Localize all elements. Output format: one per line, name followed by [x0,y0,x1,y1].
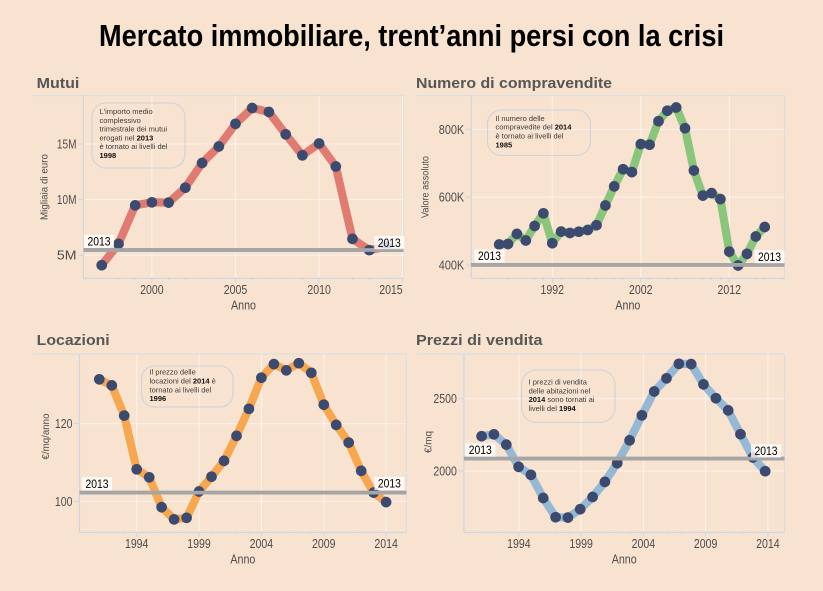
svg-text:2013: 2013 [378,236,401,250]
svg-text:2500: 2500 [433,392,457,406]
svg-text:15M: 15M [57,137,77,151]
svg-text:Anno: Anno [615,298,640,312]
svg-text:120: 120 [55,417,73,431]
svg-text:600K: 600K [439,191,465,205]
svg-text:2004: 2004 [250,537,274,551]
svg-text:2004: 2004 [632,537,656,551]
svg-text:complessivo: complessivo [100,116,141,125]
svg-text:400K: 400K [439,258,465,272]
svg-text:1994: 1994 [507,537,531,551]
svg-text:compravedite del 2014: compravedite del 2014 [496,123,573,132]
svg-text:Mercato immobiliare, trent’ann: Mercato immobiliare, trent’anni persi co… [99,18,724,53]
svg-text:1999: 1999 [187,537,211,551]
svg-text:2013: 2013 [755,444,778,458]
svg-text:1998: 1998 [100,151,117,160]
svg-text:2012: 2012 [718,283,742,297]
svg-text:Mutui: Mutui [37,75,80,92]
svg-text:Numero di compravendite: Numero di compravendite [416,75,612,92]
svg-text:800K: 800K [439,123,465,137]
svg-text:1994: 1994 [125,537,149,551]
svg-text:2013: 2013 [86,477,109,491]
svg-text:Anno: Anno [230,552,255,566]
svg-text:trimestrale dei mutui: trimestrale dei mutui [100,125,168,134]
svg-text:tornato ai livelli del: tornato ai livelli del [150,385,212,394]
svg-text:Il prezzo delle: Il prezzo delle [150,368,196,377]
svg-text:2010: 2010 [307,283,331,297]
svg-text:è tornato ai livelli del: è tornato ai livelli del [100,142,168,151]
svg-text:2014: 2014 [756,537,780,551]
svg-text:locazioni del 2014 è: locazioni del 2014 è [150,377,216,386]
svg-text:2013: 2013 [469,443,492,457]
svg-text:2015: 2015 [379,283,403,297]
svg-text:livelli del 1994: livelli del 1994 [529,404,577,413]
svg-text:€/mq: €/mq [423,431,435,453]
svg-text:2014: 2014 [374,537,398,551]
svg-text:2009: 2009 [694,537,718,551]
svg-text:Migliaia di euro: Migliaia di euro [39,154,51,220]
svg-text:Locazioni: Locazioni [37,332,110,349]
svg-text:2013: 2013 [758,250,781,264]
svg-text:2013: 2013 [88,235,111,249]
svg-text:Anno: Anno [612,552,637,566]
svg-text:1999: 1999 [569,537,593,551]
svg-text:2013: 2013 [478,249,501,263]
svg-text:è tornato ai livelli del: è tornato ai livelli del [496,132,564,141]
svg-text:erogati nel 2013: erogati nel 2013 [100,133,154,142]
svg-text:2005: 2005 [224,283,248,297]
svg-text:L'importo medio: L'importo medio [100,107,153,116]
svg-text:1985: 1985 [496,140,513,149]
svg-text:100: 100 [55,495,73,509]
svg-text:delle abitazioni nel: delle abitazioni nel [529,386,591,395]
svg-text:1996: 1996 [150,394,167,403]
svg-text:2013: 2013 [378,477,401,491]
svg-text:2002: 2002 [629,283,653,297]
svg-text:10M: 10M [57,193,77,207]
svg-text:1992: 1992 [541,283,565,297]
svg-text:Il numero delle: Il numero delle [496,114,545,123]
svg-text:Valore assoluto: Valore assoluto [420,156,432,218]
svg-text:I prezzi di vendita: I prezzi di vendita [529,378,588,387]
svg-text:2000: 2000 [140,283,164,297]
svg-text:2009: 2009 [312,537,336,551]
svg-text:Prezzi di vendita: Prezzi di vendita [416,332,543,349]
svg-text:5M: 5M [57,249,77,263]
svg-text:€/mq/anno: €/mq/anno [40,413,52,459]
svg-text:2014 sono tornati ai: 2014 sono tornati ai [529,395,595,404]
svg-text:2000: 2000 [433,464,457,478]
svg-text:Anno: Anno [231,298,256,312]
